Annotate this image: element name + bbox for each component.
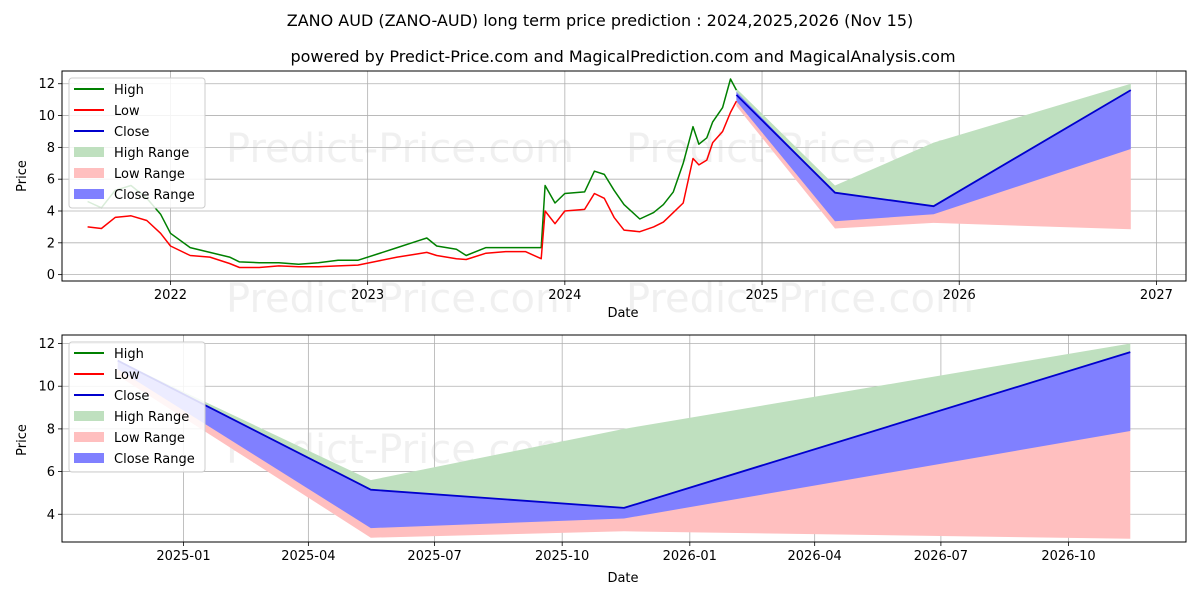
x-tick-label: 2025-04 — [281, 549, 335, 564]
x-tick-label: 2023 — [351, 288, 384, 303]
y-tick-label: 6 — [47, 173, 55, 188]
legend-low-range-label: Low Range — [114, 167, 185, 182]
y-tick-label: 12 — [38, 77, 55, 92]
top-x-axis-label: Date — [607, 306, 638, 321]
legend-high-range-swatch — [74, 411, 104, 421]
top-axes-frame — [61, 70, 1187, 282]
x-tick-label: 2026-07 — [914, 549, 968, 564]
x-tick-label: 2024 — [548, 288, 581, 303]
close-forecast-line — [735, 89, 1132, 208]
x-tick-label: 2025 — [745, 288, 778, 303]
legend-close-label: Close — [114, 125, 149, 140]
high-range-area — [736, 83, 1131, 207]
legend-low-label: Low — [114, 104, 140, 119]
high-range-area — [117, 343, 1131, 508]
bottom-y-axis-label: Price — [15, 424, 30, 456]
legend-close-range-swatch — [74, 453, 104, 463]
legend-close-range-swatch — [74, 189, 104, 199]
x-tick-label: 2027 — [1140, 288, 1173, 303]
y-tick-label: 8 — [47, 422, 55, 437]
legend-low-range-swatch — [74, 432, 104, 442]
x-tick-label: 2025-07 — [407, 549, 461, 564]
legend-low-range-swatch — [74, 168, 104, 178]
x-tick-label: 2026-10 — [1041, 549, 1095, 564]
bottom-axes-frame — [61, 334, 1187, 543]
legend-close-label: Close — [114, 389, 149, 404]
legend-low-label: Low — [114, 368, 140, 383]
chart-subtitle: powered by Predict-Price.com and Magical… — [290, 47, 955, 66]
legend-low-range-label: Low Range — [114, 431, 185, 446]
y-tick-label: 12 — [38, 337, 55, 352]
low-series-line — [87, 100, 738, 269]
bottom-legend: High Low Close High Range Low Range Close Ran… — [68, 341, 206, 473]
legend-high-label: High — [114, 83, 144, 98]
close-forecast-line — [117, 351, 1131, 509]
y-tick-label: 0 — [47, 268, 55, 283]
y-tick-label: 10 — [38, 109, 55, 124]
legend-high-label: High — [114, 347, 144, 362]
chart-title: ZANO AUD (ZANO-AUD) long term price pred… — [287, 11, 914, 30]
legend-high-range-label: High Range — [114, 146, 189, 161]
x-tick-label: 2022 — [154, 288, 187, 303]
x-tick-label: 2026-01 — [663, 549, 717, 564]
y-tick-label: 6 — [47, 465, 55, 480]
y-tick-label: 4 — [47, 205, 55, 220]
x-tick-label: 2026-04 — [788, 549, 842, 564]
close-range-area — [117, 352, 1131, 529]
legend-close-range-label: Close Range — [114, 188, 195, 203]
legend-close-range-label: Close Range — [114, 452, 195, 467]
top-y-axis-label: Price — [15, 160, 30, 192]
y-tick-label: 2 — [47, 236, 55, 251]
bottom-x-axis-label: Date — [607, 571, 638, 586]
top-panel: Predict-Price.com Predict-Price.com Predic… — [15, 70, 1187, 322]
y-tick-label: 8 — [47, 141, 55, 156]
legend-high-range-label: High Range — [114, 410, 189, 425]
x-tick-label: 2026 — [943, 288, 976, 303]
watermark-text: Predict-Price.com — [226, 126, 574, 172]
top-legend: High Low Close High Range Low Range Close Ran… — [68, 77, 206, 209]
watermark-text: Predict-Price.com — [626, 276, 974, 322]
y-tick-label: 4 — [47, 508, 55, 523]
close-range-area — [736, 90, 1131, 222]
x-tick-label: 2025-10 — [535, 549, 589, 564]
y-tick-label: 10 — [38, 380, 55, 395]
watermark-text: Predict-Price.com — [226, 276, 574, 322]
high-series-line — [87, 78, 738, 266]
x-tick-label: 2025-01 — [156, 549, 210, 564]
legend-high-range-swatch — [74, 147, 104, 157]
